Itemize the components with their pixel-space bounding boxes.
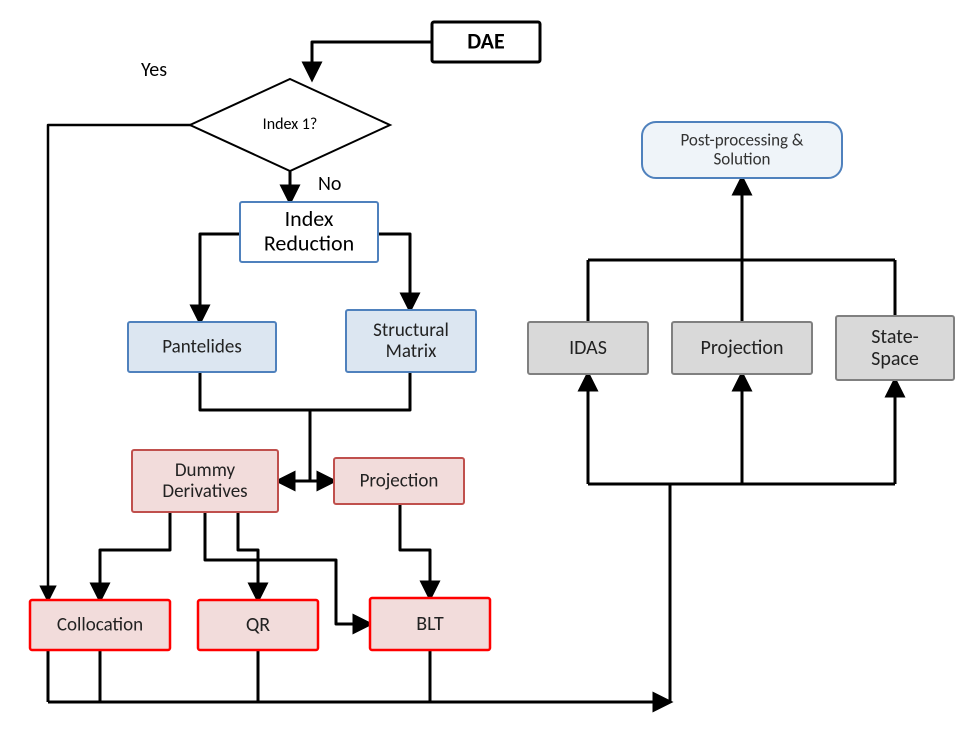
node-blt: BLT bbox=[370, 598, 490, 650]
node-projection2-label: Projection bbox=[701, 336, 784, 360]
node-qr-label: QR bbox=[246, 613, 270, 637]
node-dae: DAE bbox=[432, 22, 540, 62]
node-statespace-line2: Space bbox=[871, 347, 919, 371]
nodes-layer: DAE Index 1? Yes No IndexReduction Pantelides… bbox=[30, 22, 954, 650]
decision-no-label: No bbox=[318, 172, 341, 196]
node-pantelides-label: Pantelides bbox=[162, 336, 242, 359]
node-decision-label: Index 1? bbox=[263, 115, 318, 134]
node-qr: QR bbox=[198, 600, 318, 650]
node-statespace: State-Space bbox=[836, 316, 954, 380]
edge-idx-to-pant bbox=[200, 234, 240, 322]
edge-pant-struct-join bbox=[200, 372, 410, 410]
edge-dummy-to-coll bbox=[100, 512, 170, 600]
node-structural: StructuralMatrix bbox=[346, 310, 476, 372]
node-index_reduction-line1: Index bbox=[285, 205, 334, 232]
edge-idx-to-struct bbox=[378, 234, 410, 310]
edge-dae-to-dec bbox=[312, 42, 432, 79]
node-index_reduction-line2: Reduction bbox=[264, 229, 354, 256]
node-dae-label: DAE bbox=[467, 27, 504, 54]
flowchart-canvas: DAE Index 1? Yes No IndexReduction Pantelides… bbox=[0, 0, 973, 749]
node-postproc-line2: Solution bbox=[714, 148, 771, 169]
decision-yes-label: Yes bbox=[141, 58, 167, 82]
node-collocation-label: Collocation bbox=[57, 614, 143, 637]
edge-dummy-to-qr bbox=[238, 512, 258, 600]
node-postproc: Post-processing &Solution bbox=[642, 122, 842, 178]
node-index_reduction: IndexReduction bbox=[240, 202, 378, 262]
edge-proj-to-blt bbox=[400, 504, 430, 598]
node-projection1: Projection bbox=[334, 458, 464, 504]
node-projection1-label: Projection bbox=[360, 470, 439, 493]
node-decision: Index 1? bbox=[190, 79, 390, 171]
node-idas: IDAS bbox=[528, 322, 648, 374]
node-structural-line1: Structural bbox=[373, 319, 449, 342]
node-pantelides: Pantelides bbox=[128, 322, 276, 372]
node-dummy: DummyDerivatives bbox=[132, 450, 278, 512]
node-collocation: Collocation bbox=[30, 600, 170, 650]
node-idas-label: IDAS bbox=[569, 336, 607, 360]
node-structural-line2: Matrix bbox=[386, 340, 438, 363]
node-statespace-line1: State- bbox=[871, 325, 919, 349]
node-dummy-line2: Derivatives bbox=[162, 480, 247, 503]
node-blt-label: BLT bbox=[416, 612, 444, 636]
node-dummy-line1: Dummy bbox=[175, 459, 236, 482]
node-projection2: Projection bbox=[672, 322, 812, 374]
